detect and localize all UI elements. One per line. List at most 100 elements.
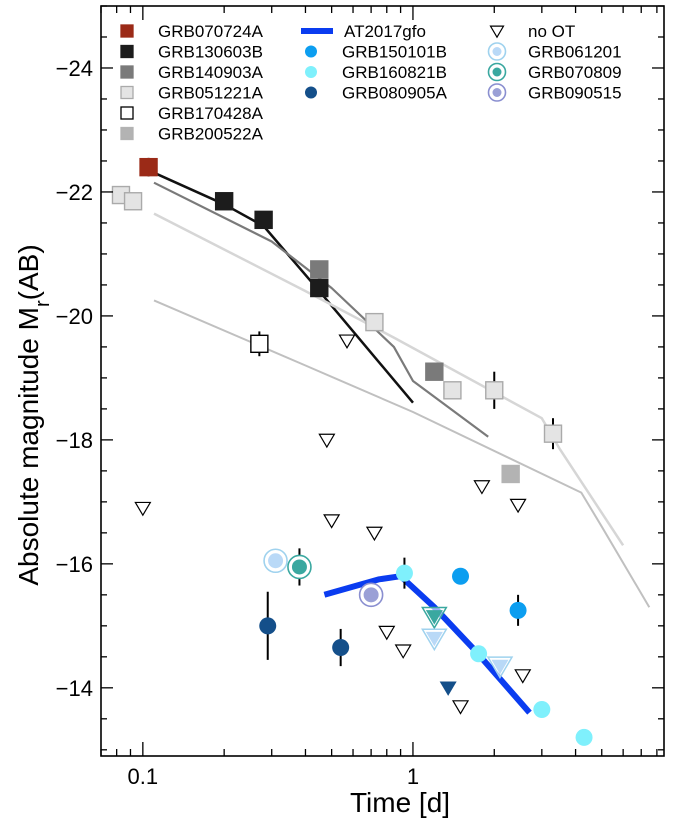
upper-limit-triangle [378,625,396,641]
triangle-filled-grb061201 [491,659,509,675]
legend-marker-square [120,106,134,120]
legend-label: GRB160821B [342,63,447,82]
upper-limit-triangle [365,526,383,542]
data-circle-grb160821b [533,701,551,719]
legend-marker-ring-inner [492,47,502,56]
legend-label: no OT [528,22,575,41]
data-square-grb051221a [485,381,504,400]
y-axis-title: Absolute magnitude Mr(AB) [13,244,54,585]
model-curve-grb130603b [148,169,414,404]
ringed-inner-grb090515 [363,587,379,603]
legend-label: GRB130603B [158,43,263,62]
data-square-grb070724a [139,157,158,177]
legend-item-at2017gfo: AT2017gfo [301,22,426,41]
legend-marker-square [120,24,134,38]
data-circle-grb150101b [509,601,527,619]
legend-marker-square [120,65,134,79]
legend-marker-square [120,85,134,100]
data-square-grb200522a [501,464,520,484]
data-square-grb051221a [543,424,563,443]
legend-item-grb140903a: GRB140903A [120,63,264,82]
legend-marker-ring-inner [492,88,502,97]
legend-item-grb200522a: GRB200522A [120,125,264,144]
data-circle-grb080905a [332,639,350,657]
upper-limit-triangle [451,700,470,715]
legend-item-no-ot: no OT [489,22,575,41]
legend-item-grb150101b: GRB150101B [305,43,447,62]
x-tick-label: 0.1 [128,764,159,789]
plot-frame [100,5,665,757]
legend-marker-square [120,126,134,141]
model-curve-grb051221a [153,212,625,546]
legend-label: AT2017gfo [344,22,426,41]
upper-limit-triangle [338,334,356,350]
data-square-grb140903a [425,362,444,381]
triangle-filled-grb070809 [425,610,443,625]
triangle-filled-grb080905a [439,681,457,696]
data-square-grb051221a [443,381,462,400]
y-tick-label: −20 [56,304,93,329]
legend-label: GRB070809 [528,63,622,82]
y-axis-title-subscript: r [32,300,54,307]
model-curve-grb170428a [153,299,651,608]
data-square-grb130603b [214,192,234,211]
y-tick-label: −16 [56,552,93,577]
triangle-filled-grb061201 [425,631,443,647]
legend-label: GRB080905A [342,84,448,103]
ringed-inner-grb061201 [268,553,284,569]
legend-item-grb070809: GRB070809 [487,62,622,82]
legend-label: GRB070724A [158,22,264,41]
legend-item-grb070724a: GRB070724A [120,22,264,41]
upper-limit-triangle [318,433,336,449]
data-circle-grb080905a [259,617,277,635]
x-tick-label: 1 [407,764,419,789]
data-circle-grb160821b [575,728,593,746]
upper-limit-triangle [514,669,532,684]
legend-label: GRB140903A [158,63,264,82]
ringed-inner-grb070809 [291,559,307,575]
legend-item-grb080905a: GRB080905A [305,84,448,103]
legend-item-grb170428a: GRB170428A [120,104,264,123]
legend-item-grb130603b: GRB130603B [120,43,263,62]
legend-marker-triangle [489,25,505,39]
at2017gfo-curve [323,573,532,715]
data-square-grb170428a [250,334,269,354]
legend-label: GRB090515 [528,84,622,103]
data-square-grb140903a [310,260,329,279]
upper-limit-triangle [509,498,527,514]
upper-limit-triangle [394,644,412,659]
upper-limit-triangle [134,501,152,517]
legend-label: GRB051221A [158,84,264,103]
legend-marker-square [120,44,134,59]
legend-marker-circle [305,86,317,99]
legend-item-grb061201: GRB061201 [487,42,622,62]
plot-area [111,157,651,746]
data-square-grb130603b [310,278,329,298]
data-circle-grb160821b [470,645,488,663]
y-axis-title-tail: (AB) [13,244,44,300]
axes: −24 −22 −20 −18 −16 −14 0.1 1 [56,5,665,789]
y-axis-title-main: Absolute magnitude M [13,307,44,586]
legend-marker-ring-inner [492,67,502,77]
legend-item-grb051221a: GRB051221A [120,84,264,103]
upper-limit-triangle [323,514,341,529]
data-square-grb130603b [254,210,273,230]
legend-label: GRB200522A [158,125,264,144]
legend-marker-circle [305,66,317,78]
plot-marks [111,157,651,746]
data-square-grb051221a [123,192,143,211]
upper-limit-triangle [473,480,491,495]
y-tick-label: −22 [56,180,93,205]
data-circle-grb160821b [395,564,413,582]
y-tick-label: −24 [56,56,93,81]
legend-label: GRB061201 [528,43,622,62]
y-tick-label: −18 [56,428,93,453]
y-tick-label: −14 [56,676,93,701]
x-axis-title: Time [d] [350,787,450,818]
legend-marker-circle [305,45,317,58]
legend-label: GRB150101B [342,43,447,62]
legend-item-grb090515: GRB090515 [487,83,622,103]
data-circle-grb150101b [452,567,470,585]
